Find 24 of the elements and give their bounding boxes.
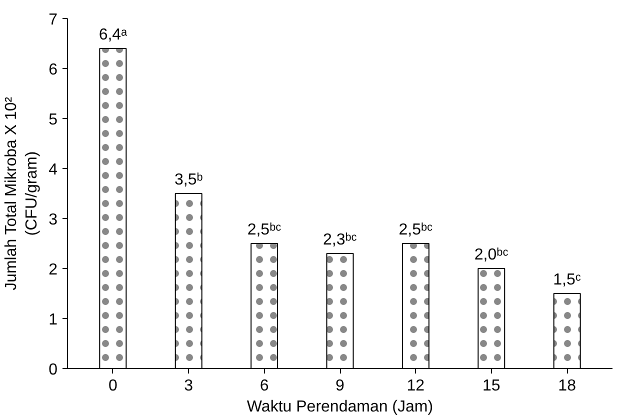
data-label: 2,5ᵇᶜ [398, 222, 434, 238]
y-tick-label: 6 [48, 62, 58, 78]
data-label: 2,5ᵇᶜ [247, 222, 282, 238]
y-tick-label: 2 [48, 262, 58, 278]
y-tick-label: 4 [48, 162, 58, 178]
x-axis-title: Waktu Perendaman (Jam) [246, 398, 434, 416]
y-tick-label: 3 [48, 212, 58, 228]
data-label: 3,5ᵇ [174, 172, 203, 188]
data-label: 2,3ᵇᶜ [323, 232, 358, 248]
y-tick-label: 5 [48, 112, 58, 128]
data-label: 1,5ᶜ [553, 272, 582, 288]
x-tick-label: 15 [482, 378, 500, 394]
x-tick-label: 12 [406, 378, 425, 394]
x-tick-label: 9 [336, 378, 345, 394]
y-tick-label: 7 [48, 12, 58, 28]
x-tick-label: 3 [184, 378, 194, 394]
x-tick-label: 0 [108, 378, 118, 394]
y-tick-label: 1 [48, 312, 58, 328]
x-tick-label: 6 [260, 378, 269, 394]
data-label: 2,0ᵇᶜ [474, 246, 509, 264]
y-axis-title: Jumlah Total Mikroba X 10² (CFU/gram) [3, 96, 41, 290]
y-tick-label: 0 [48, 362, 58, 378]
x-tick-label: 18 [558, 378, 576, 394]
data-label: 6,4ᵃ [98, 26, 128, 44]
